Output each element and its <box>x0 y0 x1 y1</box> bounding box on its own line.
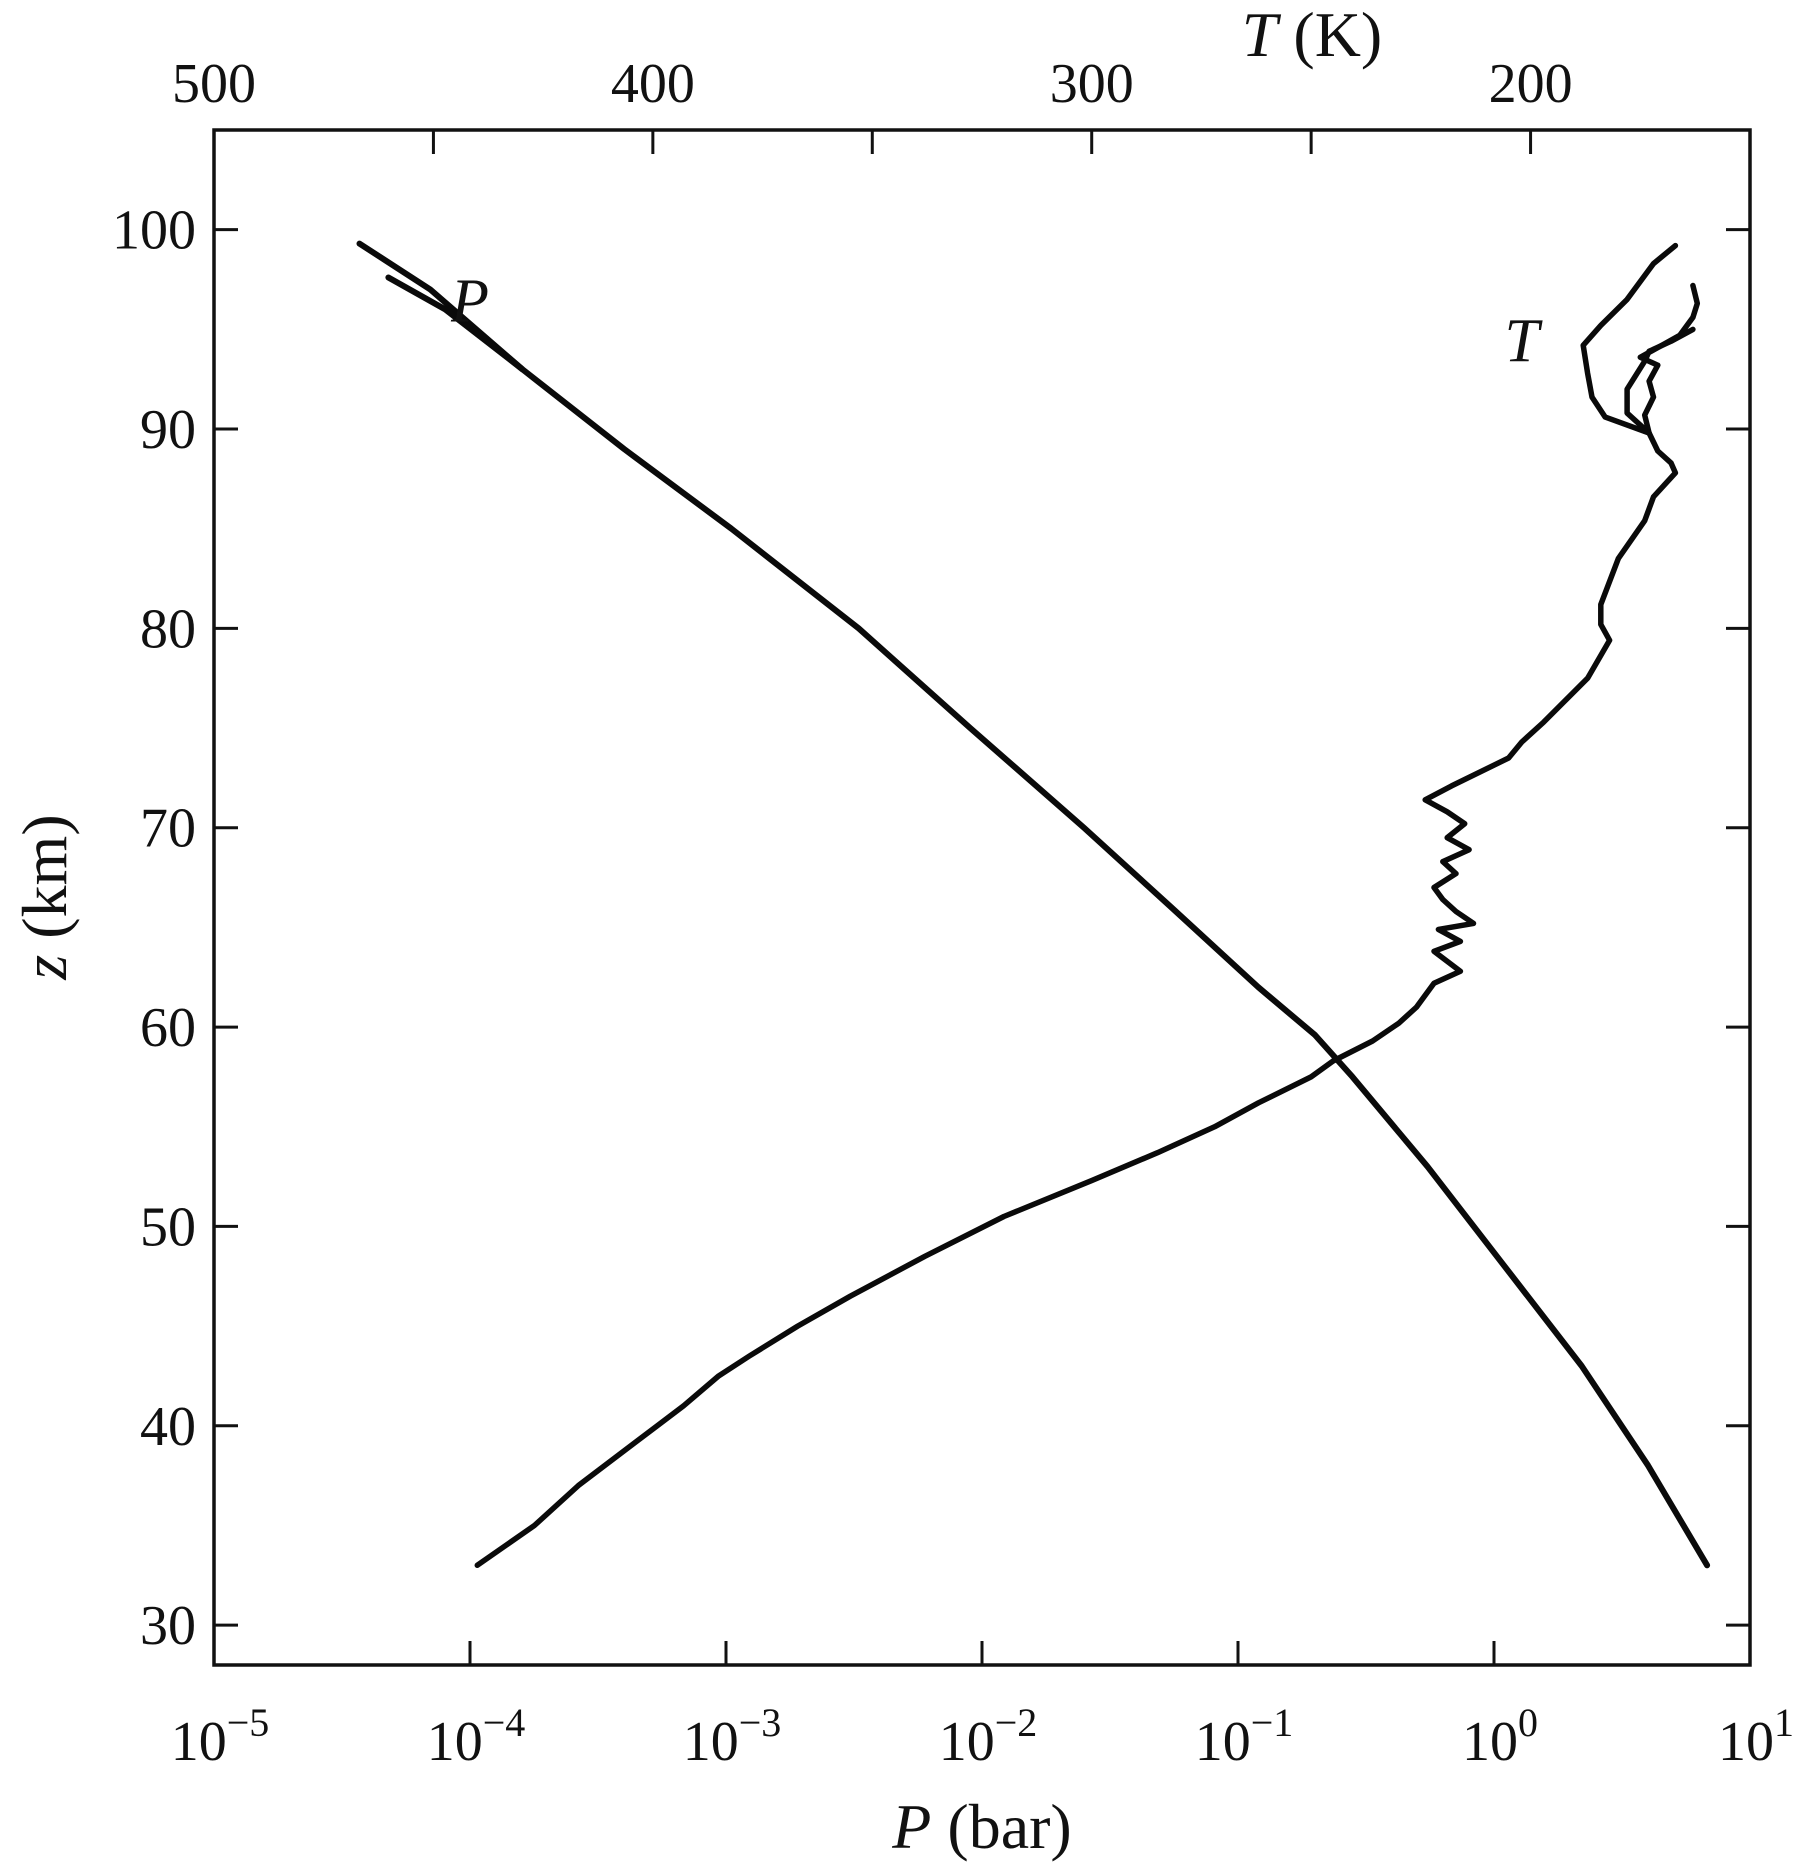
y-tick-label: 100 <box>112 200 196 262</box>
pressure-curve <box>356 240 1711 1569</box>
y-tick-label: 90 <box>140 399 196 461</box>
x-top-tick-label: 200 <box>1489 53 1573 115</box>
pressure-curve <box>385 274 526 373</box>
x-bottom-tick-label: 100 <box>1462 1700 1538 1773</box>
x-top-tick-label: 400 <box>611 53 695 115</box>
axis-ticks <box>212 130 1752 1665</box>
x-axis-bottom-title: P (bar) <box>891 1791 1071 1862</box>
y-tick-label: 80 <box>140 598 196 660</box>
x-axis-top-title: T (K) <box>1242 0 1382 70</box>
temperature-curve <box>1624 326 1696 436</box>
x-bottom-tick-label: 101 <box>1718 1700 1794 1773</box>
x-bottom-tick-label: 10−1 <box>1195 1700 1294 1773</box>
curve-annotations: PT <box>450 267 1543 375</box>
curve-annotation-label: T <box>1505 307 1544 375</box>
x-top-tick-label: 300 <box>1050 53 1134 115</box>
y-tick-label: 60 <box>140 997 196 1059</box>
y-tick-label: 70 <box>140 798 196 860</box>
x-bottom-tick-label: 10−3 <box>683 1700 782 1773</box>
x-bottom-tick-label: 10−5 <box>171 1700 270 1773</box>
y-tick-label: 30 <box>140 1595 196 1657</box>
x-bottom-tick-label: 10−4 <box>427 1700 526 1773</box>
temperature-curve <box>474 282 1701 1569</box>
axis-titles: z (km) P (bar) T (K) <box>9 0 1382 1862</box>
axis-tick-labels: 30 40 50 60 70 80 90 100 10−5 10−4 10−3 10−2 10−1 100… <box>112 53 1794 1773</box>
x-top-tick-label: 500 <box>172 53 256 115</box>
y-tick-label: 50 <box>140 1196 196 1258</box>
y-tick-label: 40 <box>140 1396 196 1458</box>
y-axis-title: z (km) <box>9 814 80 980</box>
temperature-curve <box>1580 242 1679 436</box>
curve-annotation-label: P <box>450 267 489 335</box>
x-bottom-tick-label: 10−2 <box>939 1700 1038 1773</box>
data-curves <box>356 240 1711 1569</box>
